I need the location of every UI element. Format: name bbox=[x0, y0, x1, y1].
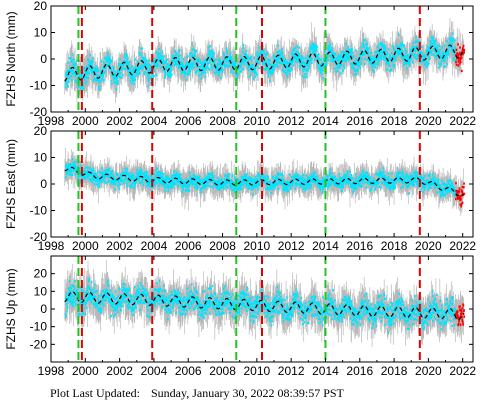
x-tick-label: 2012 bbox=[278, 114, 305, 128]
recent-positions bbox=[455, 303, 466, 327]
x-tick-label: 2002 bbox=[106, 364, 133, 378]
east-panel: 1998 2000 2002 2004 2006 2008 2010 2012 2014 2016… bbox=[4, 124, 476, 253]
x-tick-label: 2022 bbox=[449, 239, 476, 253]
y-tick-label: 0 bbox=[40, 52, 47, 66]
model-fit-line bbox=[64, 166, 464, 197]
model-fit-line bbox=[64, 44, 464, 82]
x-tick-label: 2010 bbox=[244, 114, 271, 128]
x-tick-label: 2018 bbox=[381, 239, 408, 253]
panel-plot-area bbox=[64, 131, 466, 237]
y-tick-label: 20 bbox=[34, 0, 48, 13]
x-tick-label: 2002 bbox=[106, 239, 133, 253]
x-tick-label: 2014 bbox=[312, 239, 339, 253]
x-tick-label: 2000 bbox=[72, 239, 99, 253]
x-tick-label: 1998 bbox=[38, 114, 65, 128]
y-tick-label: -10 bbox=[30, 320, 48, 334]
y-tick-label: 20 bbox=[34, 124, 48, 138]
x-tick-label: 2004 bbox=[141, 114, 168, 128]
x-tick-label: 2006 bbox=[175, 364, 202, 378]
daily-positions bbox=[64, 278, 457, 334]
y-tick-label: -20 bbox=[30, 230, 48, 244]
x-tick-label: 2006 bbox=[175, 114, 202, 128]
x-tick-label: 2020 bbox=[415, 114, 442, 128]
x-tick-label: 2004 bbox=[141, 364, 168, 378]
x-tick-label: 1998 bbox=[38, 364, 65, 378]
x-tick-label: 2018 bbox=[381, 364, 408, 378]
y-tick-label: 10 bbox=[34, 151, 48, 165]
y-tick-label: 0 bbox=[40, 177, 47, 191]
y-tick-label: 20 bbox=[34, 267, 48, 281]
panel-plot-area bbox=[64, 256, 466, 362]
x-tick-label: 2008 bbox=[209, 364, 236, 378]
y-tick-label: -10 bbox=[30, 79, 48, 93]
x-tick-label: 2002 bbox=[106, 114, 133, 128]
y-tick-label: 10 bbox=[34, 26, 48, 40]
y-tick-label: 0 bbox=[40, 302, 47, 316]
y-tick-label: -20 bbox=[30, 337, 48, 351]
y-axis-label: FZHS East (mm) bbox=[4, 139, 18, 229]
x-tick-label: 2016 bbox=[346, 114, 373, 128]
y-tick-label: 10 bbox=[34, 284, 48, 298]
x-tick-label: 2020 bbox=[415, 239, 442, 253]
x-tick-label: 2016 bbox=[346, 239, 373, 253]
x-tick-label: 2000 bbox=[72, 364, 99, 378]
x-tick-label: 2004 bbox=[141, 239, 168, 253]
plot-updated-footer: Plot Last Updated: Sunday, January 30, 2… bbox=[50, 386, 352, 401]
y-tick-label: -10 bbox=[30, 204, 48, 218]
x-tick-label: 2018 bbox=[381, 114, 408, 128]
x-tick-label: 2012 bbox=[278, 364, 305, 378]
x-tick-label: 2014 bbox=[312, 114, 339, 128]
plot-updated-timestamp: Sunday, January 30, 2022 08:39:57 PST bbox=[151, 386, 344, 400]
x-tick-label: 2022 bbox=[449, 114, 476, 128]
y-axis-label: FZHS North (mm) bbox=[4, 11, 18, 106]
x-tick-label: 2008 bbox=[209, 114, 236, 128]
x-tick-label: 2000 bbox=[72, 114, 99, 128]
plot-updated-label: Plot Last Updated: bbox=[50, 386, 140, 400]
north-panel: 1998 2000 2002 2004 2006 2008 2010 2012 2014 2016… bbox=[4, 0, 476, 128]
y-tick-label: -20 bbox=[30, 105, 48, 119]
x-tick-label: 2010 bbox=[244, 239, 271, 253]
x-tick-label: 1998 bbox=[38, 239, 65, 253]
x-tick-label: 2020 bbox=[415, 364, 442, 378]
panel-plot-area bbox=[64, 6, 466, 112]
x-tick-label: 2006 bbox=[175, 239, 202, 253]
x-tick-label: 2008 bbox=[209, 239, 236, 253]
x-tick-label: 2016 bbox=[346, 364, 373, 378]
model-fit-line bbox=[64, 290, 464, 320]
y-axis-label: FZHS Up (mm) bbox=[4, 268, 18, 349]
x-tick-label: 2010 bbox=[244, 364, 271, 378]
x-tick-label: 2022 bbox=[449, 364, 476, 378]
up-panel: 1998 2000 2002 2004 2006 2008 2010 2012 2014 2016… bbox=[4, 255, 476, 378]
x-tick-label: 2014 bbox=[312, 364, 339, 378]
x-tick-label: 2012 bbox=[278, 239, 305, 253]
